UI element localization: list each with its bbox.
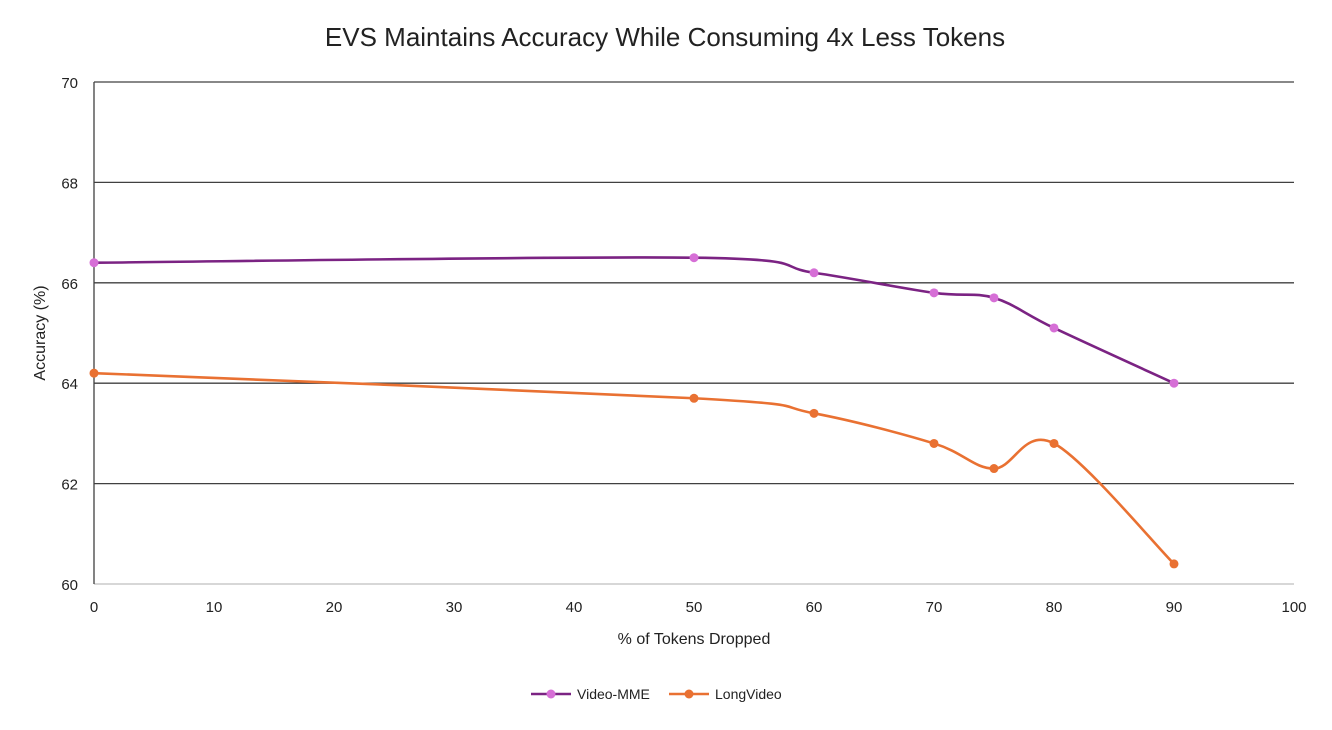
data-point-video-mme xyxy=(809,268,819,278)
chart-title: EVS Maintains Accuracy While Consuming 4… xyxy=(325,22,1005,52)
y-tick-label: 60 xyxy=(61,577,78,594)
x-tick-label: 60 xyxy=(806,599,823,616)
legend: Video-MME LongVideo xyxy=(531,686,782,702)
y-tick-label: 70 xyxy=(61,75,78,92)
data-point-longvideo xyxy=(989,464,999,474)
x-tick-label: 50 xyxy=(686,599,703,616)
data-point-video-mme xyxy=(89,258,99,268)
series-group xyxy=(89,253,1179,569)
series-line-video-mme xyxy=(93,256,1175,385)
x-tick-label: 80 xyxy=(1046,599,1063,616)
y-tick-label: 64 xyxy=(61,376,78,393)
x-tick-label: 30 xyxy=(446,599,463,616)
gridlines xyxy=(93,81,1294,585)
x-tick-label: 20 xyxy=(326,599,343,616)
y-tick-label: 62 xyxy=(61,477,78,494)
data-point-longvideo xyxy=(1169,559,1179,569)
data-point-longvideo xyxy=(1049,438,1059,448)
data-point-longvideo xyxy=(89,368,99,378)
x-axis-label: % of Tokens Dropped xyxy=(618,631,771,648)
data-point-video-mme xyxy=(989,293,999,303)
x-tick-label: 90 xyxy=(1166,599,1183,616)
data-point-longvideo xyxy=(809,408,819,418)
legend-marker xyxy=(546,689,556,699)
data-point-video-mme xyxy=(689,253,699,263)
series-line-longvideo xyxy=(93,371,1175,565)
legend-marker xyxy=(684,689,694,699)
data-point-longvideo xyxy=(929,438,939,448)
x-tick-label: 100 xyxy=(1281,599,1306,616)
legend-label: Video-MME xyxy=(577,686,650,702)
y-tick-labels: 60 62 64 66 68 70 xyxy=(61,75,78,594)
data-point-video-mme xyxy=(1049,323,1059,333)
y-tick-label: 68 xyxy=(61,175,78,192)
data-point-video-mme xyxy=(929,288,939,298)
x-tick-labels: 0 10 20 30 40 50 60 70 80 90 100 xyxy=(90,599,1307,616)
x-tick-label: 70 xyxy=(926,599,943,616)
x-tick-label: 10 xyxy=(206,599,223,616)
legend-label: LongVideo xyxy=(715,686,782,702)
data-point-longvideo xyxy=(689,393,699,403)
y-tick-label: 66 xyxy=(61,276,78,293)
x-tick-label: 40 xyxy=(566,599,583,616)
y-axis-label: Accuracy (%) xyxy=(32,285,49,380)
data-point-video-mme xyxy=(1169,378,1179,388)
x-tick-label: 0 xyxy=(90,599,98,616)
